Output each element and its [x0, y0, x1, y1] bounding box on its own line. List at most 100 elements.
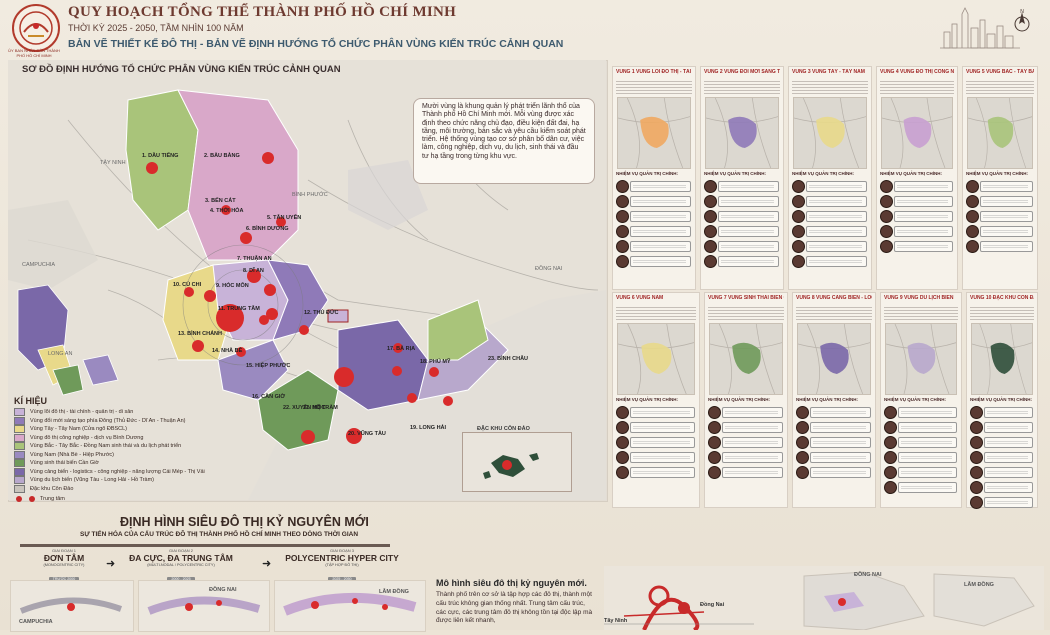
place-label: 6. BÌNH DƯƠNG: [246, 226, 289, 232]
task-row: [792, 255, 867, 268]
place-label: 17. BÀ RỊA: [387, 346, 416, 352]
task-icon: [970, 436, 983, 449]
task-icon: [704, 210, 717, 223]
task-icon: [708, 436, 721, 449]
task-text-box: [898, 437, 957, 448]
center-marker: [392, 366, 402, 376]
zone-card-3: VÙNG 3 VÙNG TÂY - TÂY NAM NHIỆM VỤ QUẢN T…: [788, 66, 872, 290]
zone-card-8: VÙNG 8 VÙNG CẢNG BIỂN - LOGISTICS - CÔNG…: [792, 292, 876, 508]
task-icon: [884, 481, 897, 494]
task-text-box: [630, 437, 695, 448]
stage-name: ĐA CỰC, ĐA TRUNG TÂM: [129, 553, 233, 563]
legend-item: Vùng lõi đô thị - tài chính - quản trị -…: [14, 408, 254, 417]
place-label: 19. LONG HẢI: [410, 425, 447, 431]
zone-card-description: [792, 81, 868, 95]
task-icon: [884, 406, 897, 419]
task-row: [966, 195, 1033, 208]
center-dot-icon: [16, 496, 22, 503]
place-label: CAMPUCHIA: [22, 262, 56, 268]
task-icon: [796, 421, 809, 434]
page-title: QUY HOẠCH TỔNG THỂ THÀNH PHỐ HỒ CHÍ MINH: [68, 4, 457, 20]
task-row: [970, 406, 1033, 419]
center-marker: [192, 340, 204, 352]
task-icon: [704, 255, 717, 268]
task-text-box: [898, 467, 957, 478]
task-row: [616, 421, 695, 434]
stage-phase: GIAI ĐOẠN 2: [168, 548, 193, 553]
thumb-label: LÂM ĐỒNG: [379, 589, 409, 595]
task-icon: [708, 451, 721, 464]
task-row: [796, 421, 871, 434]
task-row: [796, 406, 871, 419]
zone-card-map: [971, 323, 1033, 395]
task-row: [704, 195, 779, 208]
task-text-box: [898, 482, 957, 493]
thumb-map-3: LÂM ĐỒNG: [274, 580, 426, 632]
legend-item: Đặc khu Côn Đảo: [14, 484, 254, 494]
task-icon: [792, 255, 805, 268]
zone-card-description: [616, 81, 692, 95]
zone-card-1: VÙNG 1 VÙNG LÕI ĐÔ THỊ - TÀI CHÍNH - QUẢ…: [612, 66, 696, 290]
task-icon: [616, 180, 629, 193]
center-marker: [266, 308, 278, 320]
task-row: [970, 466, 1033, 479]
hyper-city-diagram: Tây Ninh Đồng Nai ĐỒNG NAI LÂM ĐỒNG: [604, 566, 1044, 632]
center-marker: [334, 367, 354, 387]
task-text-box: [630, 196, 691, 207]
task-text-box: [630, 407, 695, 418]
task-icon: [884, 436, 897, 449]
task-text-box: [718, 211, 779, 222]
task-row: [704, 255, 779, 268]
diagram-label: Tây Ninh: [604, 618, 628, 624]
task-icon: [884, 466, 897, 479]
task-row: [616, 436, 695, 449]
zone-card-task-title: NHIỆM VỤ QUẢN TRỊ CHÍNH:: [884, 397, 946, 402]
zone-card-map: [797, 323, 871, 395]
legend-item-center: Trung tâm: [14, 495, 254, 504]
task-text-box: [980, 241, 1033, 252]
task-icon: [708, 421, 721, 434]
legend-swatch: [14, 416, 25, 425]
task-text-box: [806, 256, 867, 267]
stage-phase: GIAI ĐOẠN 1: [51, 548, 76, 553]
task-text-box: [630, 256, 691, 267]
diagram-label: LÂM ĐỒNG: [964, 582, 994, 588]
page-period: THỜI KỲ 2025 - 2050, TẦM NHÌN 100 NĂM: [68, 23, 244, 33]
task-row: [616, 406, 695, 419]
task-row: [796, 451, 871, 464]
task-text-box: [810, 452, 871, 463]
task-text-box: [894, 241, 953, 252]
center-marker: [184, 287, 194, 297]
thumb-map-1: CAMPUCHIA: [10, 580, 134, 632]
task-text-box: [630, 226, 691, 237]
zone-card-description: [970, 307, 1034, 321]
legend-item: Vùng đổi mới sáng tạo phía Đông (Thủ Đức…: [14, 416, 254, 426]
place-label: 15. HIỆP PHƯỚC: [246, 363, 291, 369]
stage-english: (MULTI-NODAL / POLYCENTRIC CITY): [147, 563, 215, 567]
task-text-box: [984, 452, 1033, 463]
task-row: [708, 406, 783, 419]
north-arrow-icon: N: [1014, 9, 1030, 32]
task-icon: [880, 195, 893, 208]
legend-item: Vùng cảng biển - logistics - công nghiệp…: [14, 467, 254, 477]
thumb-label: CAMPUCHIA: [19, 619, 53, 625]
task-row: [708, 451, 783, 464]
legend-title: KÍ HIỆU: [14, 396, 48, 406]
task-text-box: [810, 407, 871, 418]
center-marker: [259, 315, 269, 325]
task-icon: [708, 466, 721, 479]
task-row: [884, 406, 957, 419]
task-text-box: [984, 467, 1033, 478]
legend: KÍ HIỆU Vùng lõi đô thị - tài chính - qu…: [14, 396, 254, 504]
zone-card-title: VÙNG 9 VÙNG DU LỊCH BIỂN: [884, 295, 954, 301]
zone-card-task-title: NHIỆM VỤ QUẢN TRỊ CHÍNH:: [880, 171, 942, 176]
task-text-box: [980, 226, 1033, 237]
legend-swatch: [14, 476, 25, 485]
task-text-box: [806, 196, 867, 207]
center-marker: [407, 393, 417, 403]
legend-label: Vùng cảng biển - logistics - công nghiệp…: [30, 468, 205, 475]
zone-card-task-title: NHIỆM VỤ QUẢN TRỊ CHÍNH:: [616, 397, 678, 402]
task-row: [966, 210, 1033, 223]
task-icon: [704, 240, 717, 253]
task-row: [966, 180, 1033, 193]
